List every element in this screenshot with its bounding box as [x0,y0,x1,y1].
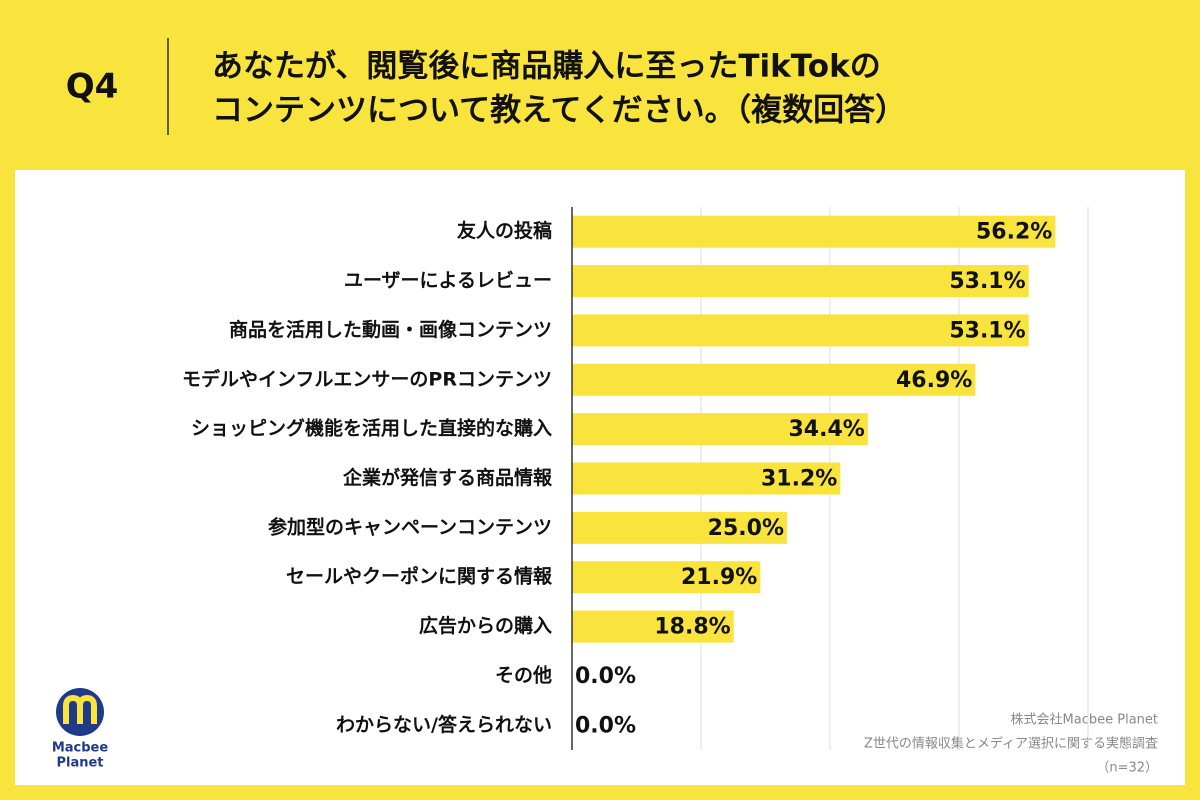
category-label: その他 [495,663,552,686]
category-label: ユーザーによるレビュー [344,270,552,292]
value-label: 53.1% [949,269,1025,294]
category-label: 参加型のキャンペーンコンテンツ [268,515,552,538]
bar [572,413,868,446]
bar [572,215,1056,248]
chart-title: コンテンツについて教えてください。（複数回答） [212,93,906,129]
value-label: 56.2% [976,220,1052,245]
value-label: 21.9% [681,565,757,590]
value-label: 0.0% [575,713,636,738]
logo-text: Planet [56,756,103,771]
value-label: 53.1% [949,318,1025,343]
chart-title: あなたが、閲覧後に商品購入に至ったTikTokの [212,49,881,85]
bar [572,511,787,544]
bar [572,561,761,594]
category-label: 友人の投稿 [457,219,552,242]
value-label: 34.4% [789,417,865,442]
value-label: 31.2% [761,467,837,492]
logo-mark [63,694,97,724]
source: 株式会社Macbee Planet [1011,712,1158,728]
bar [572,462,841,495]
source: （n=32） [1096,761,1158,776]
category-label: モデルやインフルエンサーのPRコンテンツ [182,367,552,390]
category-label: 企業が発信する商品情報 [342,466,553,489]
category-label: 商品を活用した動画・画像コンテンツ [229,318,552,341]
value-label: 18.8% [654,615,730,640]
value-label: 46.9% [896,368,972,393]
bar [572,610,734,643]
source: Z世代の情報収集とメディア選択に関する実態調査 [864,736,1158,752]
category-label: セールやクーポンに関する情報 [286,565,553,588]
bar [572,314,1029,347]
category-label: ショッピング機能を活用した直接的な購入 [191,417,552,440]
bar [572,265,1029,298]
category-label: 広告からの購入 [419,614,552,637]
question-label: Q4 [66,67,119,107]
bar [572,363,976,396]
logo-text: Macbee [52,741,109,756]
value-label: 0.0% [575,664,636,689]
value-label: 25.0% [708,516,784,541]
category-label: わからない/答えられない [336,713,552,736]
